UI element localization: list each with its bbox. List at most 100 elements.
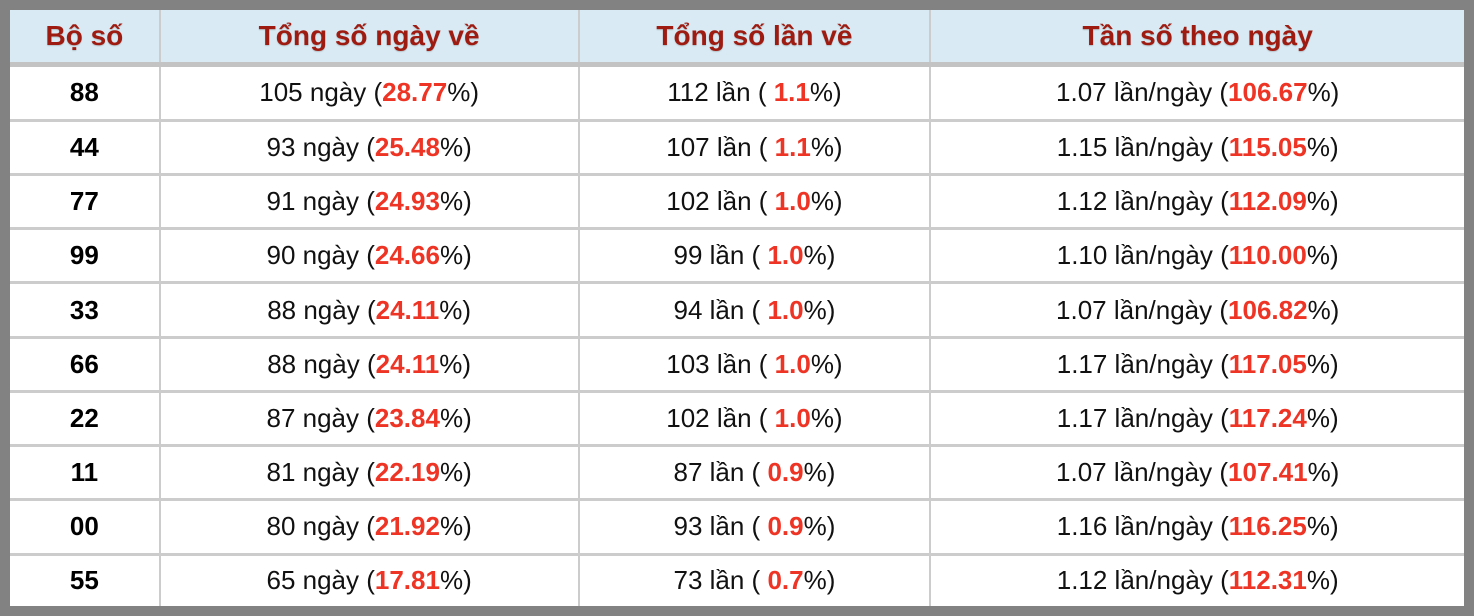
cell-text: %) [439,565,472,596]
highlight-percent-value: 25.48 [374,131,440,162]
highlight-percent-value: 112.31 [1228,565,1307,596]
highlight-percent-value: 0.9 [767,457,804,488]
days-cell: 80 ngày (21.92%) [159,499,580,556]
pair-cell: 55 [10,554,161,606]
highlight-percent-value: 117.24 [1228,403,1307,434]
cell-text: 94 lần ( [673,294,768,325]
table-row: 66 88 ngày (24.11%) 103 lần ( 1.0%) 1.17 lầ… [10,337,1464,393]
column-header-days: Tổng số ngày về [159,10,580,67]
cell-text: 1.16 lần/ngày ( [1056,511,1229,542]
highlight-percent-value: 1.1 [774,131,811,162]
cell-text: %) [810,403,843,434]
table-body: 88 105 ngày (28.77%) 112 lần ( 1.1%) 1.07 l… [10,64,1464,606]
pair-cell: 88 [10,64,161,122]
pair-stats-table: Bộ số Tổng số ngày về Tổng số lần về Tần… [10,10,1464,606]
cell-text: %) [1307,77,1340,108]
times-cell: 112 lần ( 1.1%) [578,64,932,122]
pair-cell: 00 [10,499,161,556]
highlight-percent-value: 1.0 [774,403,811,434]
frequency-cell: 1.12 lần/ngày (112.31%) [930,554,1464,606]
days-cell: 91 ngày (24.93%) [159,174,580,231]
table-row: 44 93 ngày (25.48%) 107 lần ( 1.1%) 1.15 lầ… [10,120,1464,177]
frequency-cell: 1.07 lần/ngày (107.41%) [930,445,1464,502]
cell-text: %) [1306,511,1339,542]
times-cell: 99 lần ( 1.0%) [578,228,932,285]
cell-text: %) [1306,240,1339,271]
times-cell: 103 lần ( 1.0%) [578,337,932,393]
cell-text: 87 lần ( [673,457,768,488]
highlight-percent-value: 22.19 [374,457,440,488]
table-header: Bộ số Tổng số ngày về Tổng số lần về Tần… [10,10,1464,67]
frequency-cell: 1.17 lần/ngày (117.24%) [930,391,1464,448]
pair-cell: 22 [10,391,161,448]
cell-text: %) [803,240,836,271]
frequency-cell: 1.07 lần/ngày (106.67%) [930,64,1464,122]
pair-cell: 44 [10,120,161,177]
days-cell: 87 ngày (23.84%) [159,391,580,448]
highlight-percent-value: 24.11 [375,294,440,325]
cell-text: 88 ngày ( [267,348,376,379]
cell-text: 1.17 lần/ngày ( [1056,348,1229,379]
cell-text: %) [810,186,843,217]
highlight-percent-value: 112.09 [1228,186,1307,217]
cell-text: %) [803,457,836,488]
cell-text: 1.07 lần/ngày ( [1056,77,1229,108]
cell-text: %) [439,403,472,434]
highlight-percent-value: 1.0 [774,348,811,379]
days-cell: 81 ngày (22.19%) [159,445,580,502]
cell-text: %) [447,77,479,108]
cell-text: 1.15 lần/ngày ( [1056,131,1229,162]
cell-text: %) [439,131,472,162]
highlight-percent-value: 23.84 [374,403,440,434]
cell-text: 1.12 lần/ngày ( [1056,186,1229,217]
highlight-percent-value: 1.0 [767,240,804,271]
cell-text: 93 lần ( [673,511,768,542]
times-cell: 94 lần ( 1.0%) [578,282,932,339]
cell-text: 1.12 lần/ngày ( [1056,565,1229,596]
highlight-percent-value: 1.0 [767,294,804,325]
frequency-cell: 1.10 lần/ngày (110.00%) [930,228,1464,285]
cell-text: %) [1306,565,1339,596]
cell-text: 103 lần ( [666,348,775,379]
cell-text: 1.17 lần/ngày ( [1056,403,1229,434]
cell-text: 81 ngày ( [266,457,375,488]
cell-text: 90 ngày ( [266,240,375,271]
cell-text: 1.07 lần/ngày ( [1056,294,1229,325]
table-row: 55 65 ngày (17.81%) 73 lần ( 0.7%) 1.12 lần… [10,554,1464,606]
cell-text: 112 lần ( [667,77,774,108]
table-row: 22 87 ngày (23.84%) 102 lần ( 1.0%) 1.17 lầ… [10,391,1464,448]
cell-text: %) [803,294,836,325]
cell-text: %) [803,511,836,542]
days-cell: 93 ngày (25.48%) [159,120,580,177]
cell-text: %) [810,131,843,162]
highlight-percent-value: 110.00 [1228,240,1307,271]
times-cell: 87 lần ( 0.9%) [578,445,932,502]
cell-text: %) [439,348,472,379]
table-row: 11 81 ngày (22.19%) 87 lần ( 0.9%) 1.07 lần… [10,445,1464,502]
cell-text: %) [439,240,472,271]
cell-text: 99 lần ( [673,240,768,271]
times-cell: 102 lần ( 1.0%) [578,174,932,231]
header-row: Bộ số Tổng số ngày về Tổng số lần về Tần… [10,10,1464,67]
table-row: 00 80 ngày (21.92%) 93 lần ( 0.9%) 1.16 lần… [10,499,1464,556]
highlight-percent-value: 1.0 [774,186,811,217]
pair-cell: 11 [10,445,161,502]
days-cell: 88 ngày (24.11%) [159,337,580,393]
times-cell: 107 lần ( 1.1%) [578,120,932,177]
times-cell: 102 lần ( 1.0%) [578,391,932,448]
cell-text: %) [439,186,472,217]
table-row: 99 90 ngày (24.66%) 99 lần ( 1.0%) 1.10 lần… [10,228,1464,285]
cell-text: 105 ngày ( [259,77,383,108]
column-header-frequency: Tần số theo ngày [930,10,1464,67]
highlight-percent-value: 116.25 [1228,511,1307,542]
column-header-pair: Bộ số [10,10,161,67]
cell-text: 93 ngày ( [266,131,375,162]
cell-text: %) [1306,403,1339,434]
cell-text: 107 lần ( [666,131,775,162]
highlight-percent-value: 106.82 [1228,294,1308,325]
days-cell: 88 ngày (24.11%) [159,282,580,339]
table-row: 33 88 ngày (24.11%) 94 lần ( 1.0%) 1.07 lần… [10,282,1464,339]
pair-cell: 66 [10,337,161,393]
days-cell: 105 ngày (28.77%) [159,64,580,122]
